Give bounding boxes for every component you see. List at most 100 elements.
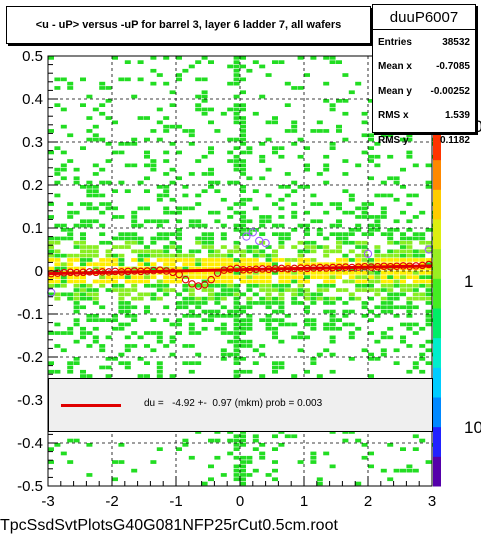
density-cell	[214, 279, 221, 284]
density-cell	[361, 111, 368, 116]
density-cell	[220, 197, 227, 202]
density-cell	[67, 215, 74, 219]
density-cell	[73, 339, 80, 344]
density-cell	[176, 266, 182, 271]
density-cell	[118, 275, 125, 279]
chart-title-text: <u - uP> versus -uP for barrel 3, layer …	[35, 19, 342, 31]
density-cell	[208, 309, 214, 314]
density-cell	[393, 180, 400, 185]
density-cell	[80, 249, 86, 254]
density-cell	[342, 232, 349, 236]
density-cell	[387, 271, 394, 275]
density-cell	[86, 223, 93, 228]
density-cell	[92, 314, 99, 318]
density-cell	[348, 279, 355, 284]
density-cell	[150, 460, 157, 464]
density-cell	[176, 322, 182, 327]
density-cell	[48, 460, 54, 464]
y-tick-label: -0.1	[17, 306, 43, 323]
density-cell	[355, 253, 362, 258]
density-cell	[387, 335, 394, 340]
density-cell	[265, 262, 272, 267]
density-cell	[240, 56, 246, 60]
density-cell	[240, 292, 246, 297]
density-cell	[188, 283, 195, 288]
density-cell	[329, 107, 336, 112]
density-cell	[92, 253, 99, 258]
density-cell	[387, 326, 394, 331]
density-cell	[201, 232, 208, 236]
density-cell	[227, 249, 234, 254]
density-cell	[284, 288, 291, 292]
density-cell	[60, 163, 67, 168]
stats-value: -0.00252	[430, 85, 470, 97]
density-cell	[150, 240, 157, 245]
density-cell	[284, 271, 291, 275]
density-cell	[246, 228, 253, 232]
density-cell	[112, 318, 118, 322]
density-cell	[112, 120, 118, 125]
density-cell	[208, 60, 214, 64]
density-cell	[246, 296, 253, 301]
density-cell	[297, 335, 304, 340]
density-cell	[368, 318, 374, 322]
density-cell	[246, 249, 253, 254]
density-cell	[393, 262, 400, 267]
density-cell	[252, 245, 259, 249]
density-cell	[329, 275, 336, 279]
density-cell	[80, 146, 86, 150]
density-cell	[425, 314, 432, 318]
density-cell	[150, 283, 157, 288]
density-cell	[60, 279, 67, 284]
density-cell	[176, 292, 182, 297]
density-cell	[291, 258, 298, 262]
density-cell	[412, 163, 419, 168]
density-cell	[406, 301, 413, 305]
density-cell	[156, 279, 163, 284]
density-cell	[329, 271, 336, 275]
density-cell	[400, 236, 406, 241]
density-cell	[368, 146, 374, 150]
density-cell	[137, 292, 144, 297]
density-cell	[137, 335, 144, 340]
density-cell	[67, 210, 74, 215]
density-cell	[361, 215, 368, 219]
density-cell	[92, 137, 99, 142]
density-cell	[195, 77, 202, 82]
density-cell	[163, 129, 170, 133]
density-cell	[278, 185, 285, 189]
density-cell	[272, 150, 278, 155]
density-cell	[252, 361, 259, 365]
density-cell	[233, 455, 240, 460]
stats-label: Mean x	[378, 61, 412, 73]
density-cell	[348, 309, 355, 314]
density-cell	[92, 318, 99, 322]
density-cell	[342, 240, 349, 245]
density-cell	[259, 159, 266, 163]
density-cell	[291, 86, 298, 90]
density-cell	[323, 283, 330, 288]
density-cell	[144, 283, 150, 288]
density-cell	[278, 443, 285, 447]
density-cell	[425, 301, 432, 305]
density-cell	[233, 301, 240, 305]
density-cell	[291, 180, 298, 185]
density-cell	[259, 443, 266, 447]
density-cell	[278, 197, 285, 202]
density-cell	[400, 232, 406, 236]
density-cell	[316, 172, 323, 176]
density-cell	[137, 279, 144, 284]
density-cell	[348, 271, 355, 275]
density-cell	[297, 86, 304, 90]
density-cell	[201, 236, 208, 241]
density-cell	[227, 438, 234, 443]
density-cell	[233, 94, 240, 99]
density-cell	[380, 279, 387, 284]
density-cell	[233, 271, 240, 275]
density-cell	[240, 150, 246, 155]
density-cell	[163, 245, 170, 249]
density-cell	[105, 258, 112, 262]
density-cell	[419, 352, 426, 357]
density-cell	[233, 288, 240, 292]
density-cell	[368, 275, 374, 279]
